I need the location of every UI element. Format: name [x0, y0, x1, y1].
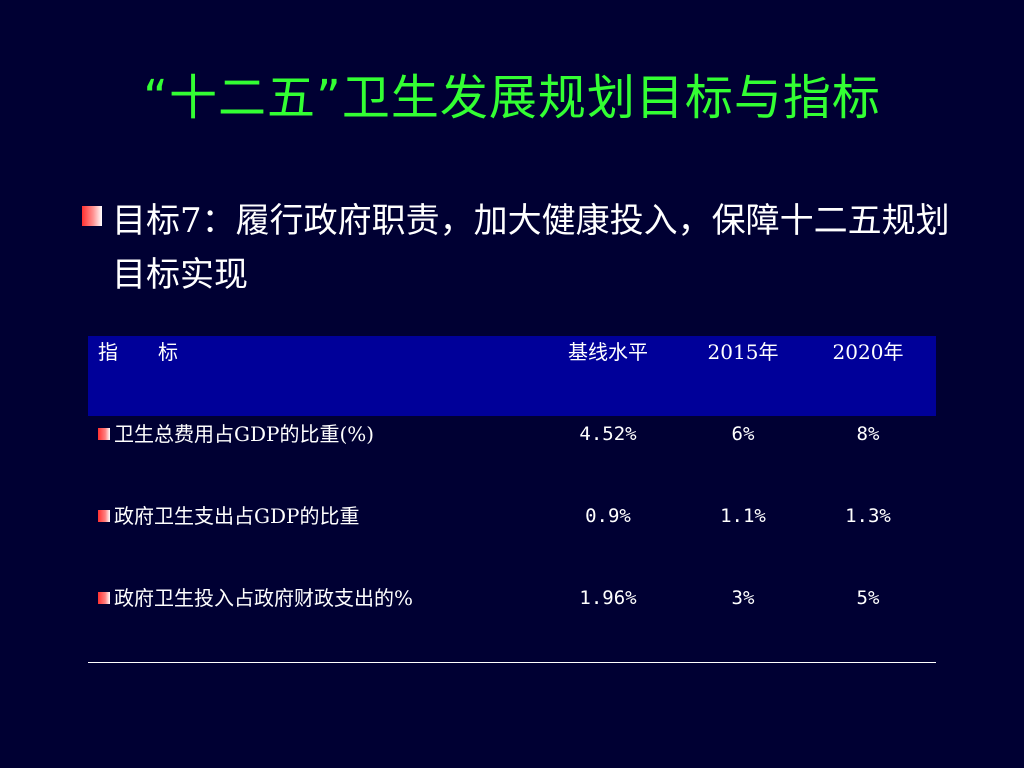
row-2015: 3%: [731, 587, 755, 609]
header-indicator: 指 标: [98, 340, 178, 364]
table-row: 政府卫生投入占政府财政支出的% 1.96% 3% 5%: [88, 582, 936, 614]
row-2020: 5%: [856, 587, 880, 609]
row-baseline: 0.9%: [585, 505, 631, 527]
row-baseline: 1.96%: [579, 587, 637, 609]
table-header: 指 标 基线水平 2015年 2020年: [88, 336, 936, 416]
slide-title: “十二五”卫生发展规划目标与指标: [143, 70, 881, 126]
header-baseline: 基线水平: [568, 340, 648, 364]
row-indicator: 卫生总费用占GDP的比重(%): [114, 422, 375, 446]
row-2015: 6%: [731, 423, 755, 445]
row-bullet-icon: [98, 510, 110, 522]
row-bullet-icon: [98, 428, 110, 440]
row-indicator: 政府卫生支出占GDP的比重: [114, 504, 360, 528]
table-row: 政府卫生支出占GDP的比重 0.9% 1.1% 1.3%: [88, 500, 936, 532]
row-bullet-icon: [98, 592, 110, 604]
header-2020: 2020年: [832, 340, 904, 364]
row-baseline: 4.52%: [579, 423, 637, 445]
row-2020: 8%: [856, 423, 880, 445]
table-row: 卫生总费用占GDP的比重(%) 4.52% 6% 8%: [88, 418, 936, 450]
row-2020: 1.3%: [845, 505, 891, 527]
bullet-text: 目标7：履行政府职责，加大健康投入，保障十二五规划目标实现: [112, 201, 950, 295]
row-indicator: 政府卫生投入占政府财政支出的%: [114, 586, 414, 610]
row-2015: 1.1%: [720, 505, 766, 527]
bullet-square-icon: [82, 206, 102, 226]
table-bottom-rule: [88, 662, 936, 663]
header-2015: 2015年: [707, 340, 779, 364]
